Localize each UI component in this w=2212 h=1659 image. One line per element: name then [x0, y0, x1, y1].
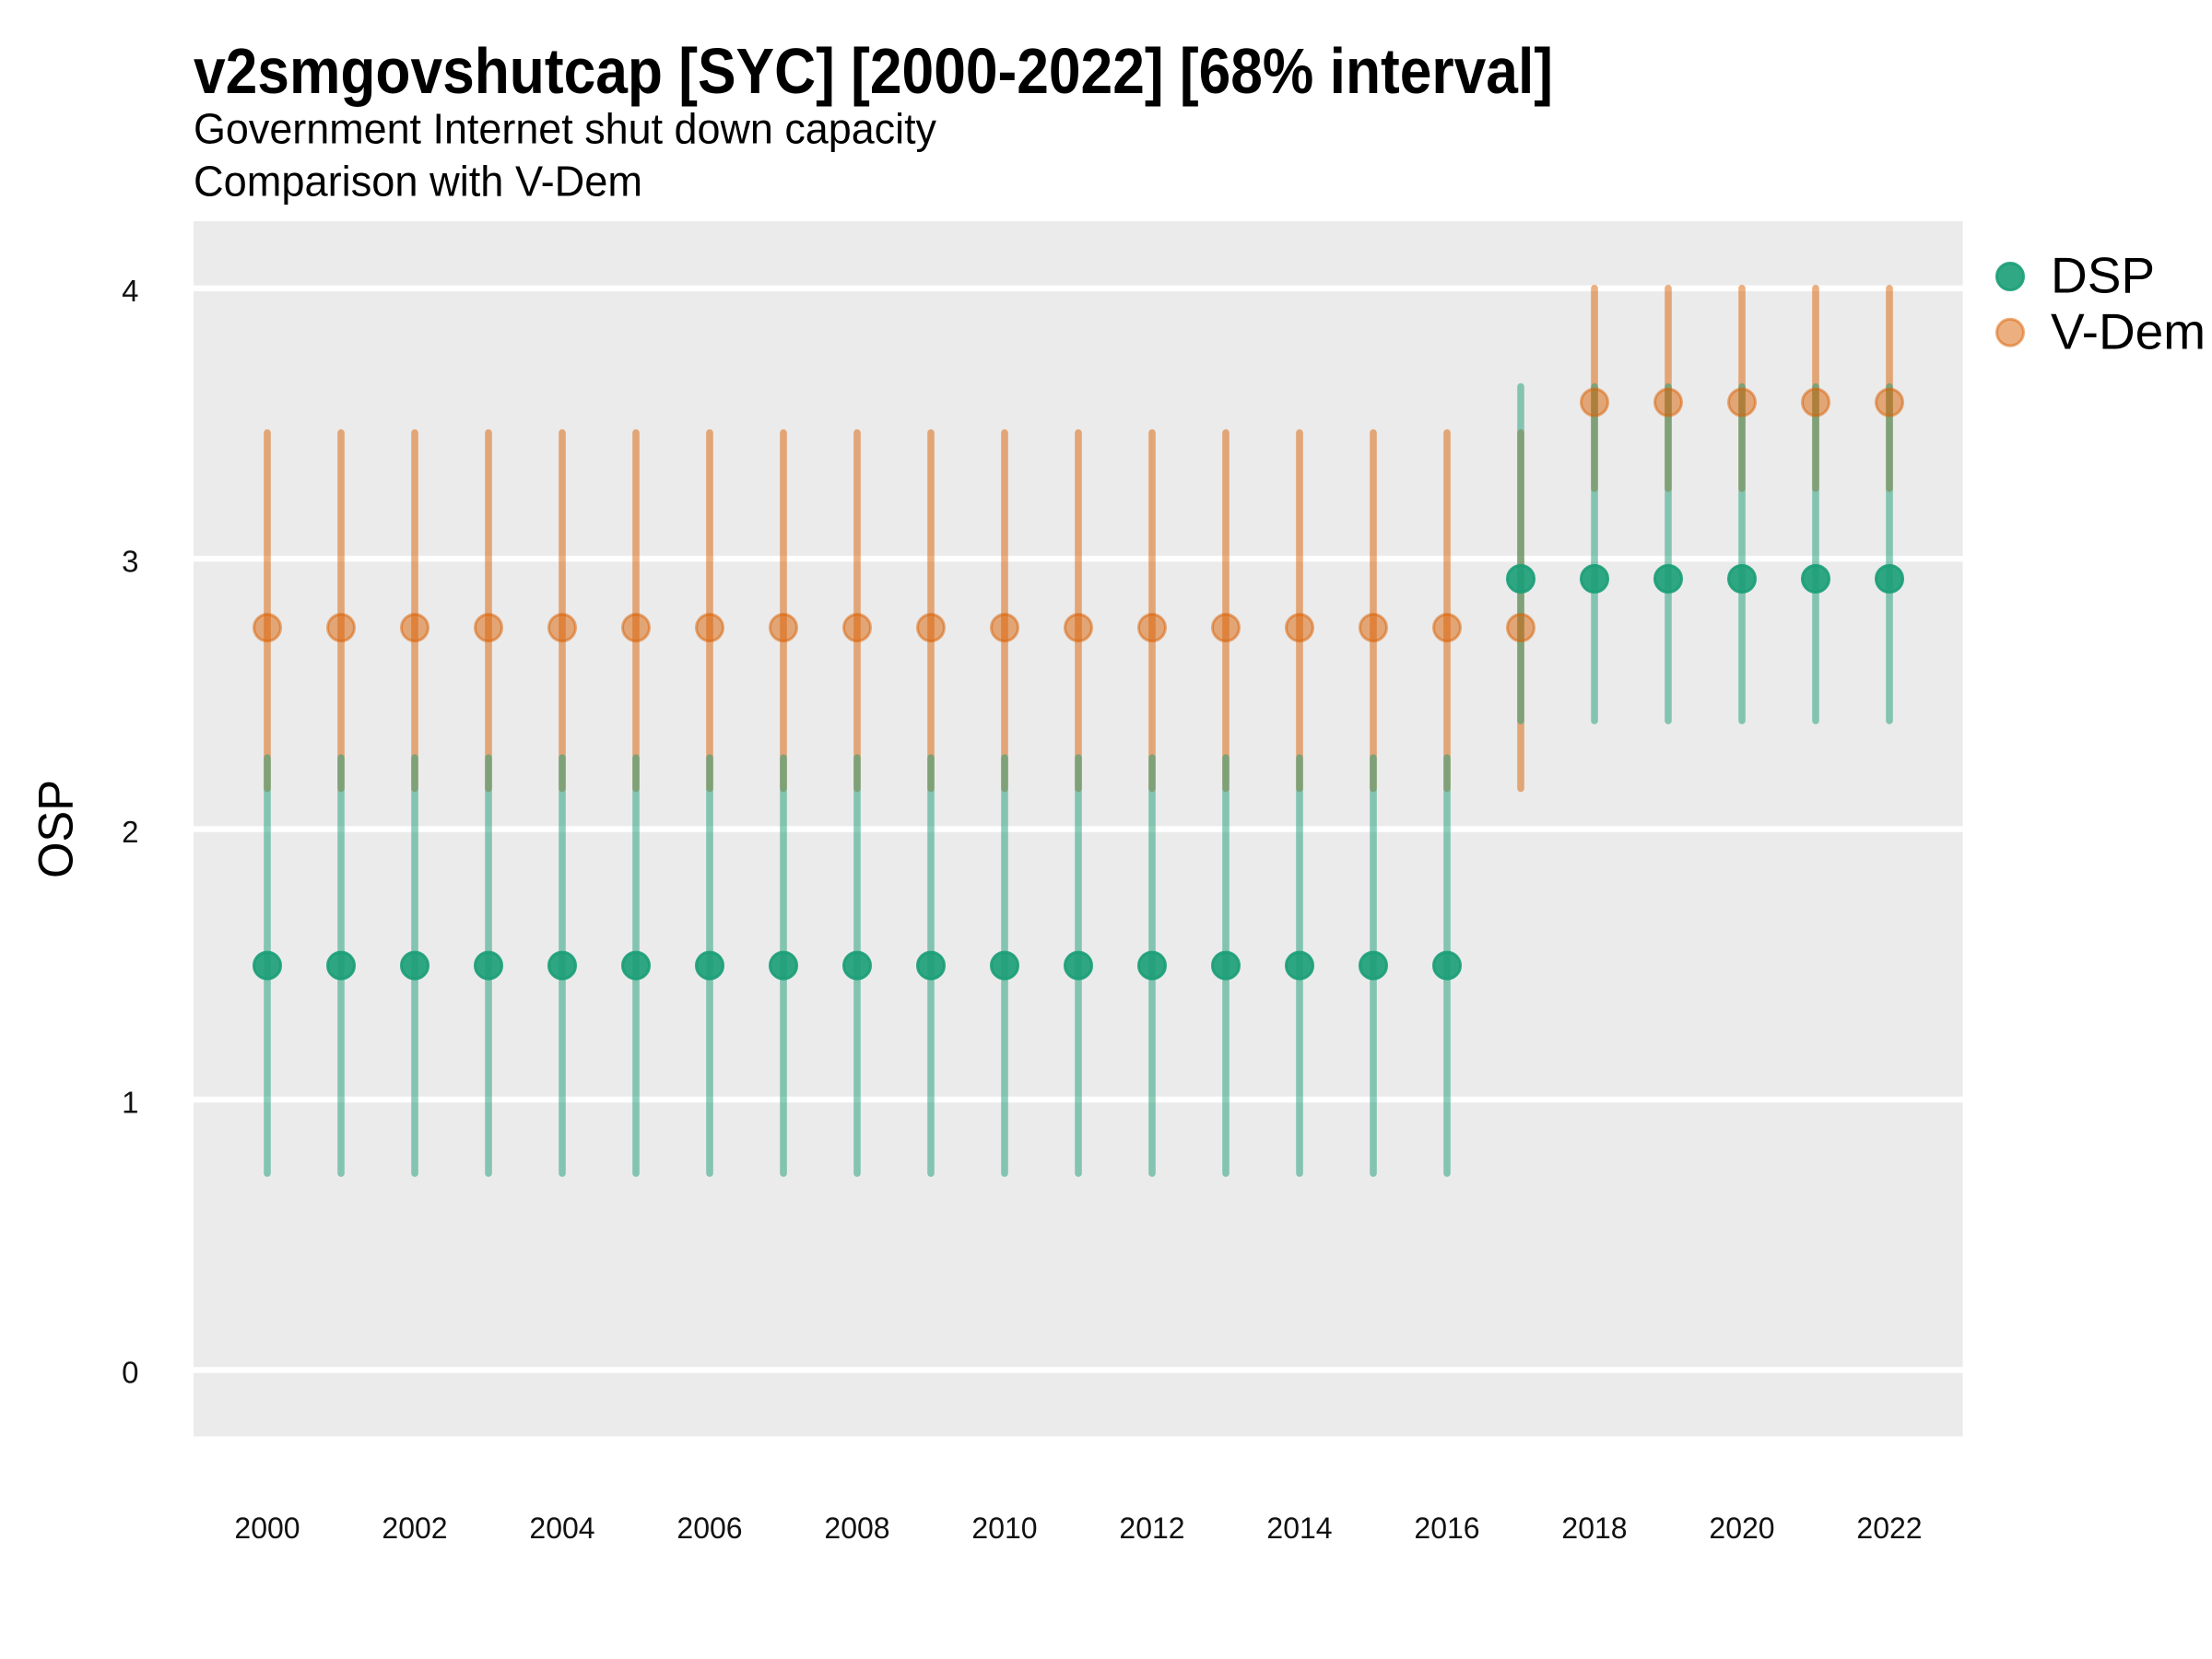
svg-text:v2smgovshutcap [SYC] [2000-202: v2smgovshutcap [SYC] [2000-2022] [68% in… — [194, 35, 1553, 107]
svg-text:2010: 2010 — [971, 1512, 1037, 1545]
svg-text:2002: 2002 — [382, 1512, 447, 1545]
svg-text:2008: 2008 — [824, 1512, 889, 1545]
svg-text:Comparison with V-Dem: Comparison with V-Dem — [194, 158, 642, 206]
svg-text:2022: 2022 — [1856, 1512, 1922, 1545]
svg-text:3: 3 — [122, 545, 138, 579]
svg-text:4: 4 — [122, 274, 138, 308]
svg-text:2: 2 — [122, 815, 138, 849]
svg-text:2020: 2020 — [1709, 1512, 1774, 1545]
svg-text:1: 1 — [122, 1085, 138, 1119]
svg-text:2006: 2006 — [677, 1512, 742, 1545]
svg-text:2014: 2014 — [1266, 1512, 1332, 1545]
svg-text:OSP: OSP — [29, 780, 84, 878]
svg-text:2018: 2018 — [1561, 1512, 1627, 1545]
svg-text:Government Internet shut down: Government Internet shut down capacity — [194, 105, 936, 153]
svg-text:2000: 2000 — [234, 1512, 300, 1545]
svg-text:2004: 2004 — [529, 1512, 594, 1545]
svg-text:2012: 2012 — [1119, 1512, 1184, 1545]
svg-text:2016: 2016 — [1414, 1512, 1479, 1545]
svg-text:0: 0 — [122, 1356, 138, 1390]
svg-text:V-Dem: V-Dem — [2051, 302, 2206, 359]
svg-text:DSP: DSP — [2051, 247, 2155, 304]
